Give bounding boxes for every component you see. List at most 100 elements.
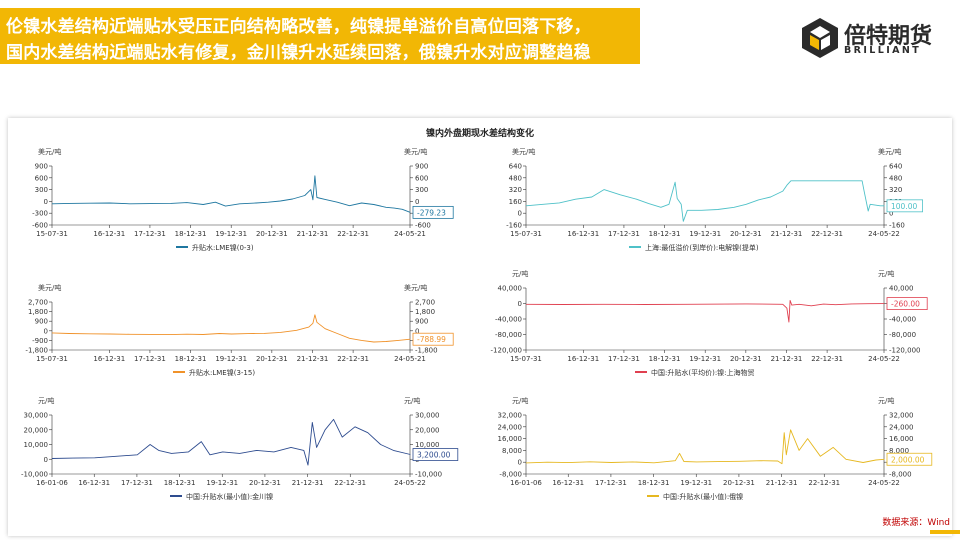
y-tick-label-right: 480 [889, 174, 902, 182]
y-tick-label-right: 600 [415, 174, 428, 182]
x-tick-label: 16-12-31 [93, 355, 125, 363]
legend-label: 升贴水:LME镍(0-3) [192, 243, 254, 252]
logo-subtitle: BRILLIANT [844, 45, 922, 56]
header: 伦镍水差结构近端贴水受压正向结构略改善，纯镍提单溢价自高位回落下移， 国内水差结… [0, 0, 960, 72]
last-value-box [886, 452, 933, 466]
y-tick-label-left: -300 [32, 210, 48, 218]
y-tick-label-left: 320 [509, 186, 522, 194]
last-value-box [412, 332, 454, 346]
x-tick-label: 16-12-31 [78, 479, 110, 487]
y-tick-label-left: -40,000 [495, 316, 522, 324]
x-tick-label: 18-12-31 [649, 355, 681, 363]
x-tick-label: 21-12-31 [771, 230, 803, 238]
x-tick-label: 22-12-31 [811, 230, 843, 238]
x-tick-label: 21-12-31 [297, 355, 329, 363]
x-tick-label: 15-07-31 [36, 230, 68, 238]
y-tick-label-right: 32,000 [889, 412, 914, 420]
x-tick-label: 19-12-31 [680, 479, 712, 487]
y-tick-label-right: 300 [415, 186, 428, 194]
x-tick-label: 22-12-31 [808, 479, 840, 487]
x-tick-label: 22-12-31 [811, 355, 843, 363]
x-tick-label: 15-07-31 [510, 230, 542, 238]
x-tick-label: 19-12-31 [689, 230, 721, 238]
y-tick-label-right: 10,000 [415, 441, 440, 449]
last-value-label: 3,200.00 [417, 451, 451, 460]
y-tick-label-left: 160 [509, 198, 522, 206]
y-tick-label-right: 1,800 [415, 308, 435, 316]
last-value-label: -279.23 [417, 208, 446, 217]
x-tick-label: 15-07-31 [510, 355, 542, 363]
y-tick-label-left: 20,000 [24, 426, 49, 434]
x-tick-label: 24-05-22 [868, 230, 900, 238]
chart-panel: 镍内外盘期现水差结构变化 美元/吨 美元/吨 900 900 600 600 300 300 0… [8, 118, 952, 536]
y-tick-label-left: 8,000 [502, 447, 522, 455]
x-tick-label: 19-12-31 [215, 230, 247, 238]
y-tick-label-right: -10,000 [415, 471, 442, 479]
x-tick-label: 17-12-31 [608, 355, 640, 363]
y-tick-label-right: 40,000 [889, 285, 914, 293]
last-value-box [886, 199, 923, 213]
x-tick-label: 20-12-31 [730, 230, 762, 238]
x-tick-label: 24-05-21 [394, 230, 426, 238]
y-tick-label-right: 30,000 [415, 412, 440, 420]
x-tick-label: 21-12-31 [771, 355, 803, 363]
x-tick-label: 24-05-22 [868, 479, 900, 487]
x-tick-label: 17-12-31 [608, 230, 640, 238]
y-tick-label-left: -10,000 [21, 471, 48, 479]
y-tick-label-right: 900 [415, 318, 428, 326]
headline-line-1: 伦镍水差结构近端贴水受压正向结构略改善，纯镍提单溢价自高位回落下移， [6, 17, 591, 37]
y-tick-label-left: 0 [44, 198, 48, 206]
y-axis-unit-left: 美元/吨 [38, 283, 61, 292]
y-tick-label-left: 600 [35, 174, 48, 182]
y-tick-label-left: 640 [509, 163, 522, 171]
last-value-box [412, 448, 459, 461]
x-tick-label: 16-12-31 [552, 479, 584, 487]
series-line [51, 175, 411, 213]
y-tick-label-right: 2,700 [415, 299, 435, 307]
y-tick-label-left: 0 [518, 210, 522, 218]
y-tick-label-right: 900 [415, 163, 428, 171]
y-tick-label-right: -80,000 [889, 331, 916, 339]
y-axis-unit-left: 美元/吨 [38, 147, 61, 156]
y-tick-label-right: -8,000 [889, 471, 912, 479]
x-tick-label: 16-12-31 [93, 230, 125, 238]
y-tick-label-left: 0 [44, 456, 48, 464]
y-axis-unit-right: 元/吨 [404, 396, 420, 405]
y-tick-label-right: 320 [889, 186, 902, 194]
y-axis-unit-right: 元/吨 [878, 396, 894, 405]
cube-logo-icon [802, 18, 838, 58]
series-line [525, 180, 885, 222]
legend-label: 上海:最低溢价(到岸价):电解镍(提单) [645, 243, 759, 252]
x-tick-label: 18-12-31 [649, 230, 681, 238]
y-tick-label-left: 0 [518, 300, 522, 308]
y-tick-label-left: -120,000 [491, 347, 522, 355]
series-line [51, 418, 411, 466]
legend-label: 中国:升贴水(最小值):金川镍 [186, 492, 273, 501]
last-value-box [886, 297, 928, 311]
x-tick-label: 22-12-31 [334, 479, 366, 487]
x-tick-label: 17-12-31 [121, 479, 153, 487]
x-tick-label: 21-12-31 [766, 479, 798, 487]
x-tick-label: 18-12-31 [175, 230, 207, 238]
x-tick-label: 20-12-31 [249, 479, 281, 487]
main-chart-title: 镍内外盘期现水差结构变化 [426, 127, 534, 139]
series-line [525, 429, 885, 465]
y-tick-label-left: 480 [509, 174, 522, 182]
y-tick-label-left: 24,000 [498, 423, 523, 431]
x-tick-label: 24-05-22 [394, 479, 426, 487]
y-tick-label-right: 24,000 [889, 423, 914, 431]
x-tick-label: 21-12-31 [292, 479, 324, 487]
y-tick-label-right: 0 [415, 327, 419, 335]
y-tick-label-left: 900 [35, 163, 48, 171]
x-tick-label: 21-12-31 [297, 230, 329, 238]
x-tick-label: 24-05-21 [394, 355, 426, 363]
headline-line-2: 国内水差结构近端贴水有修复，金川镍升水延续回落，俄镍升水对应调整趋稳 [6, 43, 591, 63]
last-value-label: -260.00 [891, 300, 920, 309]
y-tick-label-left: 900 [35, 318, 48, 326]
y-tick-label-right: -40,000 [889, 316, 916, 324]
y-tick-label-right: 640 [889, 163, 902, 171]
series-line [51, 314, 411, 343]
y-tick-label-left: 300 [35, 186, 48, 194]
x-tick-label: 16-12-31 [567, 230, 599, 238]
